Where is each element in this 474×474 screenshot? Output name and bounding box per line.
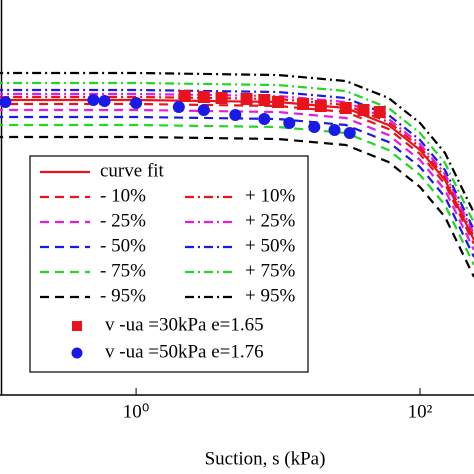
- data-point: [283, 117, 296, 129]
- legend-label: + 95%: [245, 285, 295, 306]
- x-tick-label: 10⁰: [123, 401, 150, 422]
- data-point: [343, 127, 356, 139]
- data-point: [197, 91, 210, 103]
- data-point: [258, 94, 271, 106]
- legend-label: v -ua =50kPa e=1.76: [105, 341, 264, 362]
- curve: [0, 135, 474, 278]
- curve: [0, 108, 474, 251]
- data-point: [87, 94, 100, 106]
- legend-label: + 50%: [245, 235, 295, 256]
- data-point: [272, 96, 285, 108]
- legend-label: + 25%: [245, 210, 295, 231]
- legend-label: v -ua =30kPa e=1.65: [105, 314, 264, 335]
- legend-label: - 75%: [100, 260, 146, 281]
- data-point: [258, 113, 271, 125]
- data-point: [308, 121, 321, 133]
- data-point: [178, 90, 191, 102]
- curve: [0, 123, 474, 266]
- data-point: [357, 104, 370, 116]
- curve: [0, 71, 474, 214]
- legend-marker: [72, 321, 82, 331]
- data-point: [229, 109, 242, 121]
- legend-label: - 10%: [100, 185, 146, 206]
- legend-marker: [71, 347, 83, 359]
- data-point: [197, 104, 210, 116]
- data-point: [328, 124, 341, 136]
- data-point: [314, 100, 327, 112]
- legend-label: - 50%: [100, 235, 146, 256]
- legend-label: curve fit: [100, 160, 165, 181]
- curve: [0, 115, 474, 258]
- legend-label: + 10%: [245, 185, 295, 206]
- data-point: [240, 93, 253, 105]
- x-axis-label: Suction, s (kPa): [205, 448, 326, 469]
- legend-label: - 95%: [100, 285, 146, 306]
- curve: [0, 102, 474, 245]
- data-point: [373, 106, 386, 118]
- data-point: [297, 98, 310, 110]
- data-point: [172, 101, 185, 113]
- data-point: [215, 92, 228, 104]
- legend-label: - 25%: [100, 210, 146, 231]
- data-point: [0, 96, 12, 108]
- legend-box: [29, 155, 309, 373]
- curve: [0, 81, 474, 224]
- data-point: [130, 97, 143, 109]
- legend-label: + 75%: [245, 260, 295, 281]
- curve: [0, 98, 474, 241]
- data-point: [98, 95, 111, 107]
- data-point: [339, 102, 352, 114]
- x-tick-label: 10²: [408, 401, 433, 422]
